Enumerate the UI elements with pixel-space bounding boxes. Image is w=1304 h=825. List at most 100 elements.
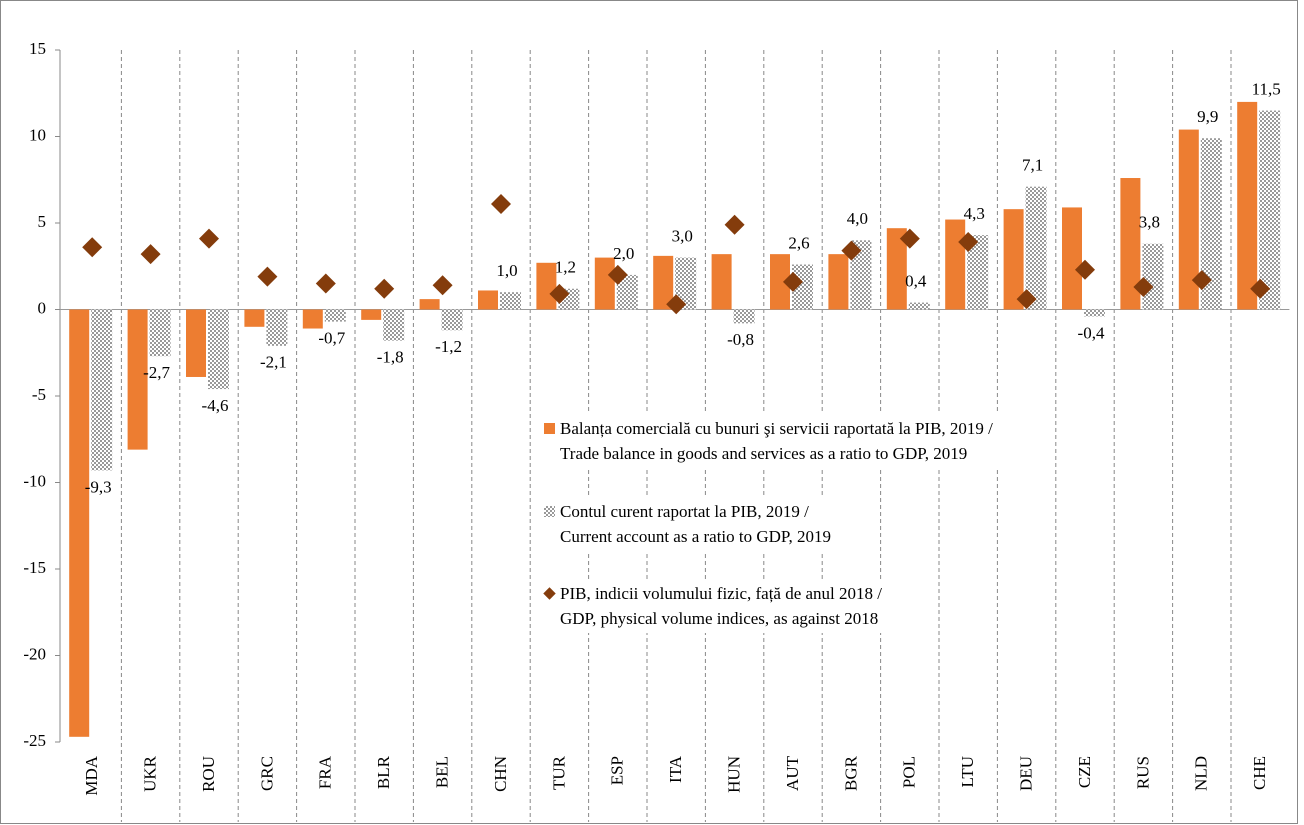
bar: [967, 235, 989, 310]
diamond: [724, 214, 745, 235]
bar: [478, 290, 498, 310]
legend-entry: Contul curent raportat la PIB, 2019 / Cu…: [540, 497, 839, 551]
bar: [383, 309, 405, 341]
data-label: -1,2: [435, 337, 462, 356]
y-tick-label: 5: [38, 212, 47, 231]
diamond: [315, 273, 336, 294]
bar: [1025, 186, 1047, 310]
y-tick-label: -20: [23, 644, 46, 663]
data-label: -2,7: [143, 363, 170, 382]
diamond: [491, 193, 511, 214]
x-tick-label: HUN: [725, 756, 744, 793]
bar: [324, 309, 346, 322]
diamond: [899, 228, 920, 249]
diamond: [257, 266, 278, 287]
diamond: [432, 275, 453, 296]
x-tick-label: UKR: [141, 755, 160, 792]
legend-swatch: [544, 506, 555, 517]
x-tick-label: RUS: [1133, 756, 1152, 789]
bar: [1062, 207, 1082, 310]
bar: [244, 309, 265, 327]
data-label: -1,8: [377, 348, 404, 367]
x-tick-label: BGR: [841, 755, 860, 791]
y-tick-label: 10: [29, 125, 46, 144]
x-tick-label: GRC: [257, 756, 276, 791]
legend-label: Balanța comercială cu bunuri şi servicii…: [560, 419, 993, 463]
data-label: 4,0: [847, 209, 868, 228]
legend-swatch: [543, 587, 556, 600]
x-tick-label: TUR: [549, 755, 568, 790]
diamond: [1250, 278, 1271, 299]
x-tick-label: POL: [900, 756, 919, 788]
data-label: -0,4: [1078, 323, 1105, 342]
legend-label: PIB, indicii volumului fizic, față de an…: [560, 584, 882, 628]
x-tick-label: ROU: [199, 756, 218, 792]
bar: [711, 254, 732, 310]
data-label: 2,6: [788, 233, 809, 252]
bar: [945, 219, 966, 310]
x-tick-label: CHN: [491, 756, 510, 792]
bar: [850, 240, 872, 310]
legend-entry: PIB, indicii volumului fizic, față de an…: [540, 579, 890, 633]
bar: [1120, 178, 1141, 310]
bar: [1084, 309, 1105, 317]
x-tick-label: AUT: [783, 755, 802, 791]
x-tick-label: MDA: [82, 755, 101, 795]
x-tick-label: BEL: [433, 756, 452, 788]
bar: [441, 309, 463, 331]
diamond: [199, 228, 219, 249]
bar: [127, 309, 148, 450]
x-tick-label: DEU: [1017, 756, 1036, 791]
diamond: [549, 283, 570, 304]
diamond: [607, 264, 628, 285]
diamond: [1075, 259, 1095, 280]
bar: [500, 292, 521, 310]
y-tick-label: -5: [32, 385, 46, 404]
y-tick-label: -10: [23, 471, 46, 490]
x-tick-label: BLR: [374, 755, 393, 789]
legend-swatch: [544, 423, 555, 434]
bar: [616, 274, 638, 310]
bar: [908, 302, 930, 310]
bar: [733, 309, 755, 324]
data-label: 1,0: [496, 261, 517, 280]
bar: [792, 264, 813, 310]
bar: [828, 254, 849, 310]
bar: [149, 309, 171, 357]
x-tick-label: ESP: [608, 756, 627, 785]
y-tick-label: 15: [29, 39, 46, 58]
diamond: [666, 294, 687, 315]
bar: [675, 257, 697, 310]
bar: [266, 309, 288, 346]
data-label: 3,0: [672, 227, 693, 246]
bar: [419, 299, 440, 310]
data-label: -0,7: [318, 329, 345, 348]
data-label: 1,2: [555, 258, 576, 277]
diamond: [374, 278, 395, 299]
data-label: 0,4: [905, 271, 927, 290]
data-label: 7,1: [1022, 156, 1043, 175]
data-label: 11,5: [1252, 79, 1281, 98]
x-tick-label: CZE: [1075, 756, 1094, 788]
diamond: [958, 232, 979, 253]
bar: [1003, 209, 1024, 310]
bar: [1142, 243, 1164, 310]
bar: [208, 309, 229, 390]
bar: [653, 255, 674, 310]
diamond: [1191, 270, 1212, 291]
legend-entry: Balanța comercială cu bunuri şi servicii…: [540, 414, 1001, 468]
diamond: [140, 244, 161, 265]
diamond: [841, 240, 862, 261]
y-tick-label: -15: [23, 558, 46, 577]
diamond: [1133, 277, 1154, 298]
x-tick-label: ITA: [666, 755, 685, 783]
data-label: -9,3: [85, 477, 112, 496]
data-label: -0,8: [727, 330, 754, 349]
data-label: 3,8: [1139, 213, 1160, 232]
bar: [536, 262, 557, 310]
bar: [886, 228, 907, 310]
x-tick-label: NLD: [1192, 756, 1211, 791]
